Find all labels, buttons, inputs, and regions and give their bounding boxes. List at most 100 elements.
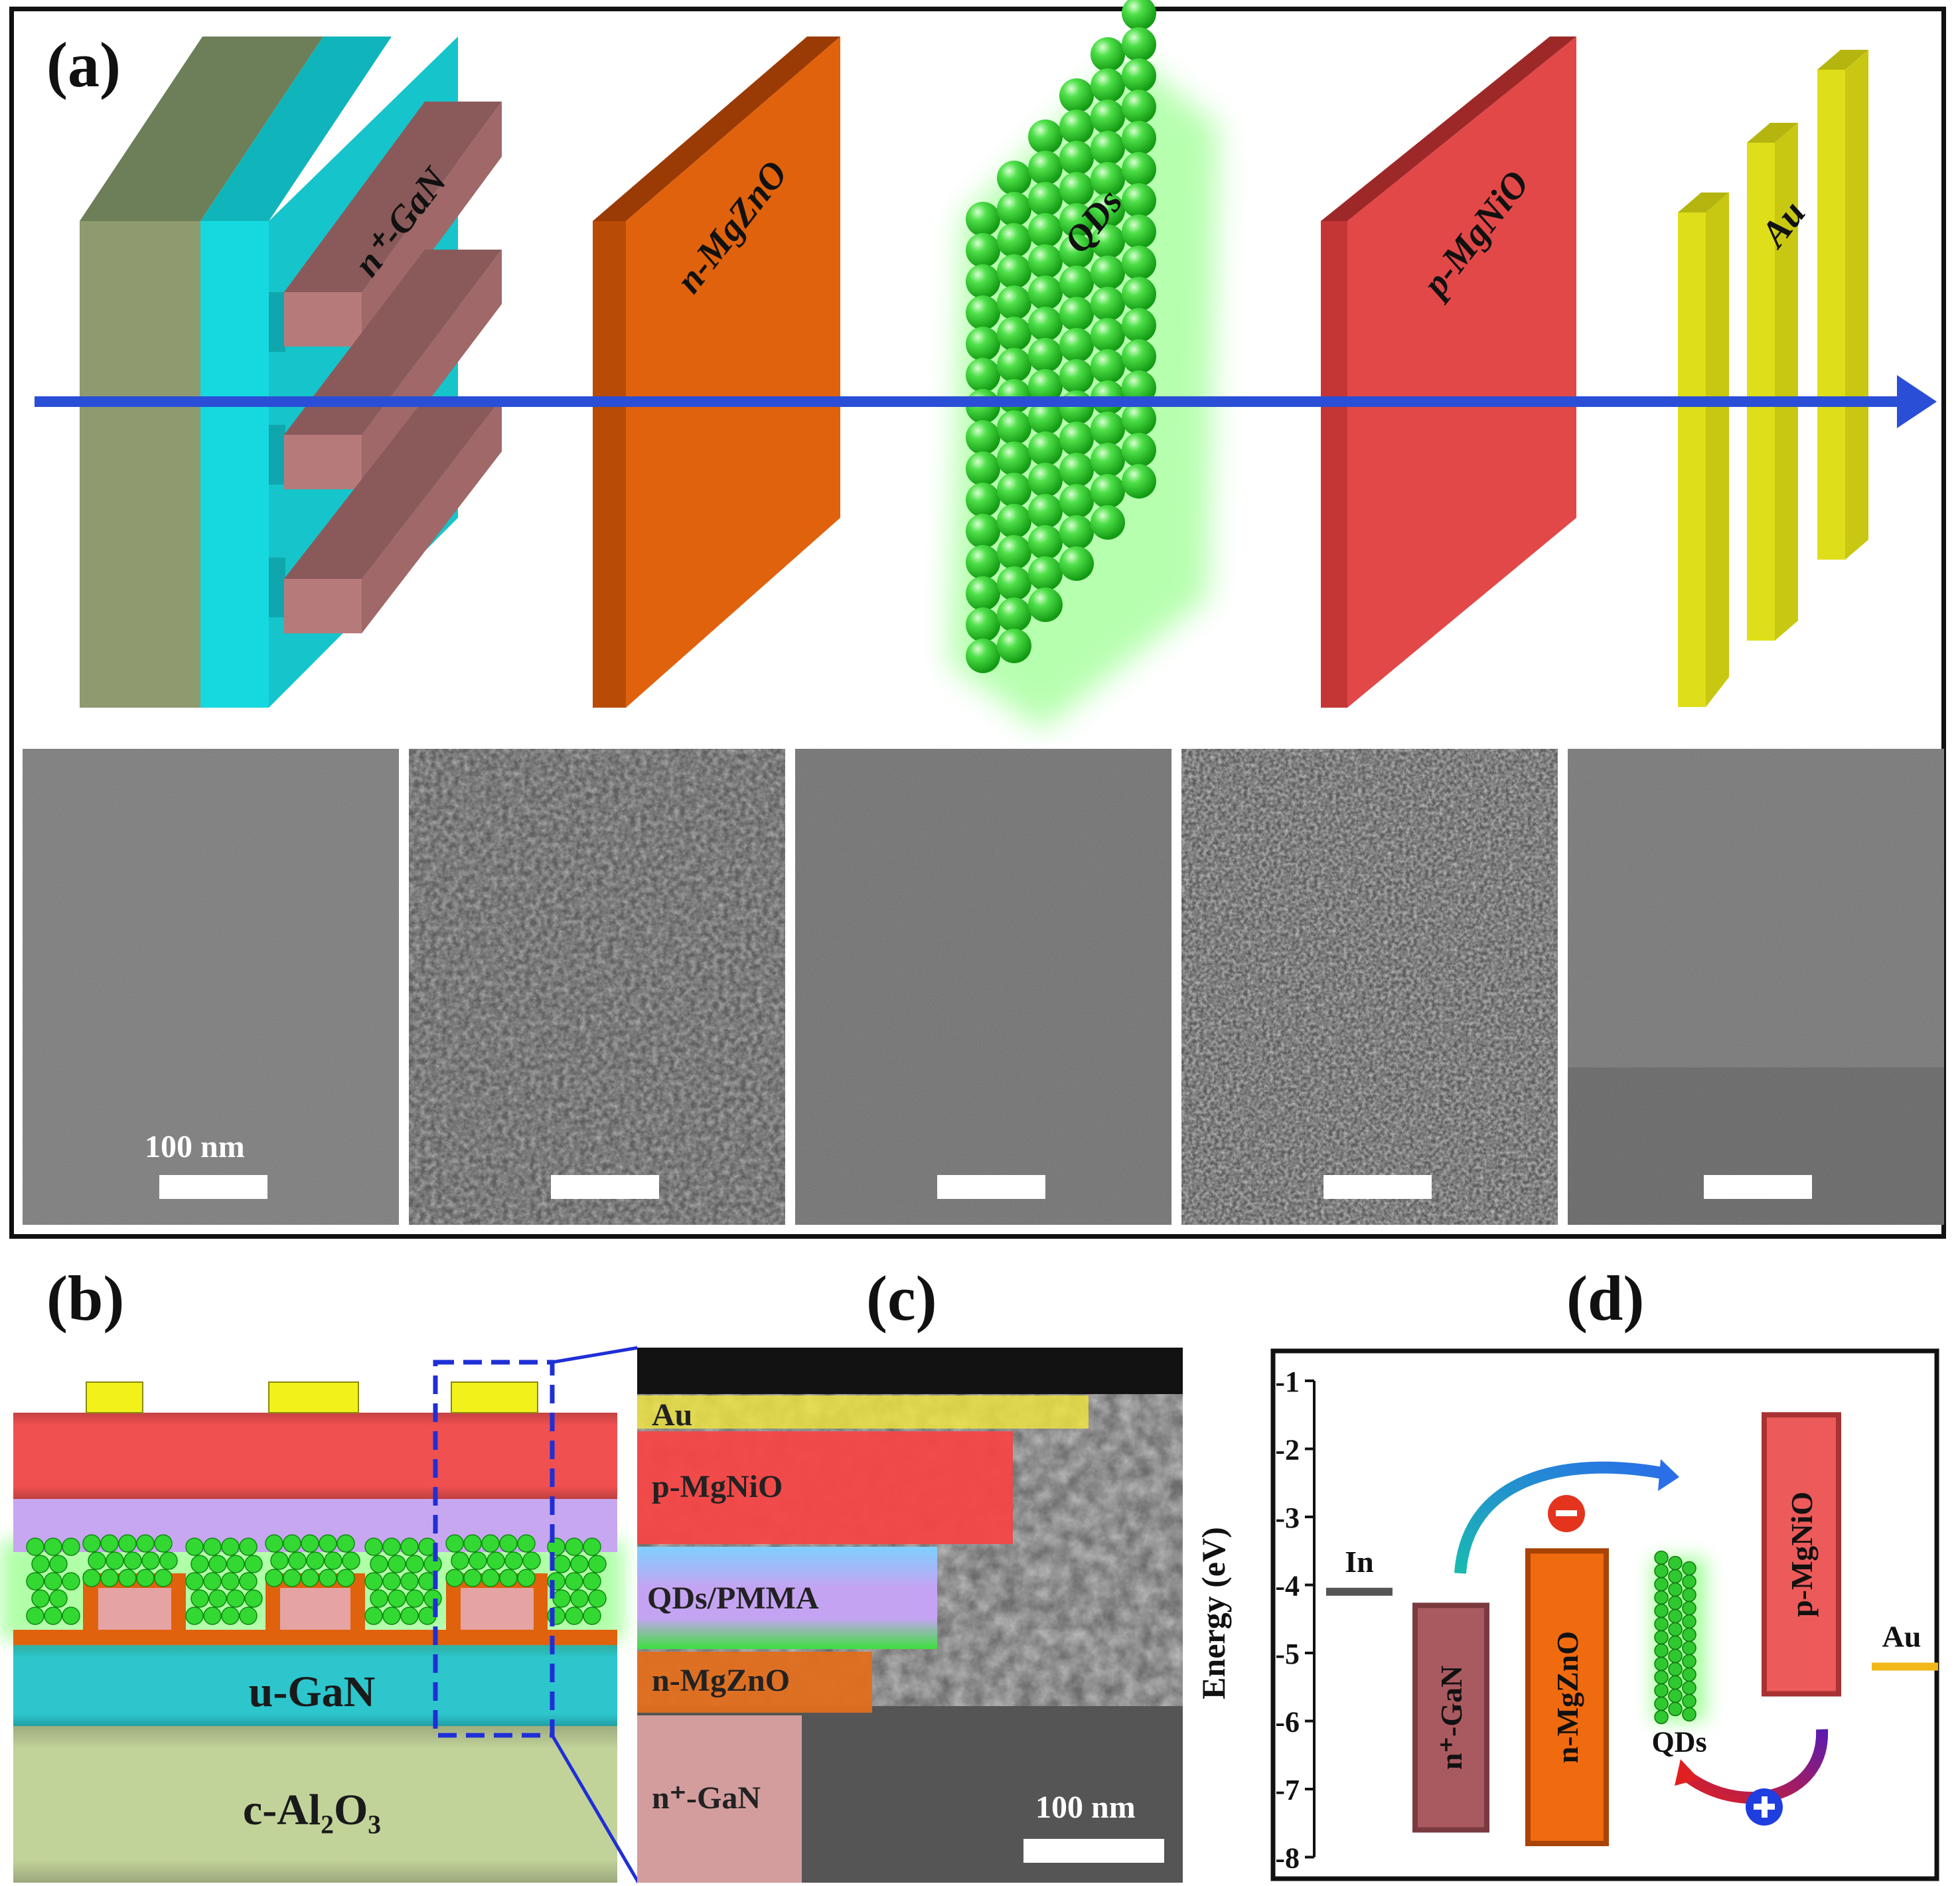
qd-ball — [239, 1572, 258, 1591]
qd-ball — [966, 233, 1000, 268]
qd-ball — [1091, 224, 1125, 259]
qd-ball — [301, 1569, 319, 1587]
label-c-qds: QDs/PMMA — [647, 1581, 819, 1616]
qd-ball — [997, 348, 1031, 382]
qd-ball — [1122, 246, 1156, 280]
qd-ball — [1028, 119, 1063, 154]
qd-ball — [517, 1569, 536, 1587]
qd-ball — [1091, 100, 1125, 134]
qd-ball — [26, 1537, 44, 1556]
sem-image-mgzno — [409, 749, 785, 1225]
qd-ball — [1682, 1627, 1696, 1642]
qd-ball — [154, 1534, 173, 1553]
qd-ball — [1028, 275, 1063, 310]
qd-ball — [26, 1572, 44, 1591]
qd-ball — [1028, 369, 1063, 404]
qd-ball — [1028, 432, 1063, 466]
qd-ball — [88, 1551, 106, 1570]
qd-ball — [517, 1534, 536, 1553]
qd-ball — [154, 1569, 173, 1587]
qd-ball — [190, 1589, 209, 1608]
qd-ball — [31, 1589, 50, 1608]
qd-ball — [481, 1569, 500, 1587]
qd-ball — [966, 607, 1000, 642]
panel-a-label: (a) — [46, 29, 121, 100]
qd-ball — [1654, 1696, 1669, 1711]
qd-ball — [1668, 1675, 1683, 1690]
label-sapphire: c-Al₂O₃ — [243, 1786, 381, 1834]
qd-ball — [1668, 1648, 1683, 1664]
qd-ball — [1122, 214, 1156, 249]
qd-ball — [1122, 402, 1156, 436]
qd-ball — [997, 410, 1031, 445]
qd-ball — [44, 1607, 62, 1625]
qd-ball — [997, 535, 1031, 570]
qd-ball — [265, 1569, 283, 1587]
qd-ball — [451, 1551, 469, 1570]
sem-image-ngan — [23, 749, 399, 1225]
qd-ball — [221, 1537, 240, 1556]
qd-ball — [588, 1555, 607, 1573]
qd-ball — [1668, 1662, 1683, 1677]
qd-ball — [1654, 1683, 1669, 1698]
qd-ball — [499, 1534, 518, 1553]
qd-ball — [565, 1537, 583, 1556]
in-level-label: In — [1345, 1545, 1373, 1579]
qd-ball — [1654, 1577, 1669, 1592]
qd-ball — [1059, 515, 1094, 550]
qd-ball — [1122, 121, 1156, 155]
qd-ball — [1028, 182, 1063, 216]
qd-ball — [1091, 37, 1125, 72]
qd-ball — [1122, 464, 1156, 499]
y-tick-label: -8 — [1275, 1842, 1300, 1875]
qd-ball — [1668, 1701, 1683, 1717]
qd-ball — [1682, 1574, 1696, 1589]
panel-d-label: (d) — [1566, 1263, 1645, 1334]
qd-ball — [203, 1572, 222, 1591]
overlay-pmgnio — [637, 1431, 1013, 1544]
qd-ball — [997, 161, 1031, 195]
qd-ball — [118, 1569, 137, 1587]
qd-ball — [997, 223, 1031, 258]
qd-ball — [1668, 1609, 1683, 1624]
scale-bar-3 — [937, 1175, 1045, 1199]
qd-ball — [324, 1551, 342, 1570]
qd-ball — [1654, 1656, 1669, 1672]
qd-ball — [400, 1572, 419, 1591]
qd-ball — [445, 1534, 464, 1553]
qd-ball — [1654, 1670, 1669, 1685]
qd-ball — [400, 1607, 419, 1625]
qd-ball — [1059, 328, 1094, 362]
qd-ball — [406, 1589, 424, 1608]
qd-ball — [966, 576, 1000, 611]
qd-ball — [1682, 1587, 1696, 1603]
qd-ball — [1059, 484, 1094, 518]
scale-bar-c — [1023, 1839, 1164, 1863]
qd-ball — [203, 1607, 222, 1625]
qd-ball — [62, 1537, 80, 1556]
qd-ball — [1059, 266, 1094, 300]
sem-image-mgnio — [1181, 749, 1558, 1225]
qd-ball — [288, 1551, 307, 1570]
qd-ball — [301, 1534, 319, 1553]
qd-ball — [1028, 525, 1063, 560]
qd-ball — [1091, 131, 1125, 165]
qd-ball — [966, 451, 1000, 486]
qd-ball — [487, 1551, 505, 1570]
qd-ball — [49, 1589, 68, 1608]
qd-ball — [1122, 433, 1156, 467]
qd-ball — [1091, 193, 1125, 228]
qd-ball — [1122, 308, 1156, 343]
qd-ball — [997, 597, 1031, 632]
qd-ball — [364, 1607, 383, 1625]
qd-ball — [997, 566, 1031, 601]
qd-ball — [49, 1555, 68, 1573]
qd-ball — [382, 1537, 401, 1556]
qd-ball — [1091, 318, 1125, 353]
label-c-ngan: n⁺-GaN — [652, 1780, 761, 1816]
qd-ball — [283, 1569, 301, 1587]
qd-ball — [221, 1572, 240, 1591]
qd-ball — [1028, 213, 1063, 248]
qd-ball — [565, 1572, 583, 1591]
scale-bar-5 — [1704, 1175, 1812, 1199]
